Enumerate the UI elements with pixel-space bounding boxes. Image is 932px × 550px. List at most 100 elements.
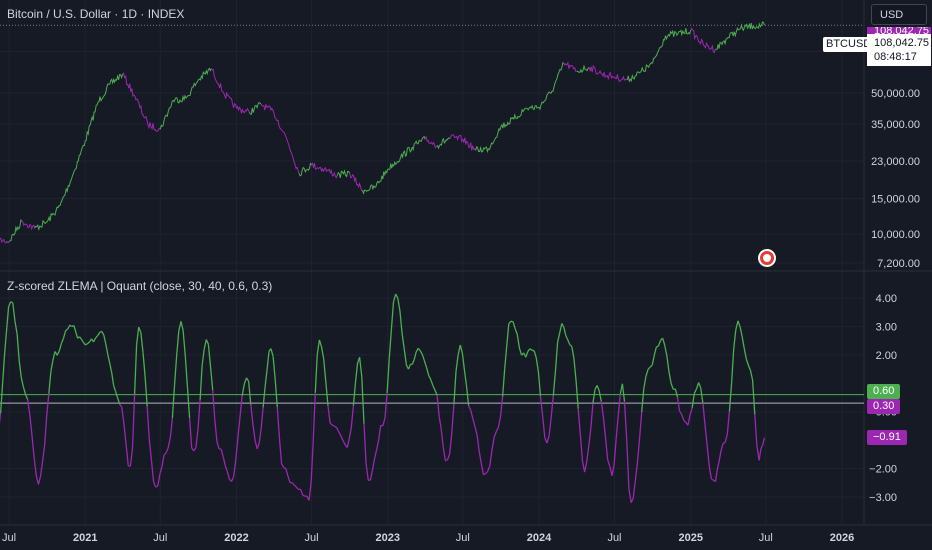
zscore-segment xyxy=(243,377,248,385)
zscore-segment xyxy=(579,435,584,462)
price-axis[interactable]: 7,200.00 10,000.00 15,000.00 23,000.00 35,00… xyxy=(871,47,920,270)
zscore-segment xyxy=(716,459,720,469)
indicator-title: Z-scored ZLEMA | Oquant (close, 30, 40, … xyxy=(7,279,273,293)
price-segment xyxy=(727,26,741,39)
zscore-segment xyxy=(348,427,352,440)
zscore-segment xyxy=(334,425,337,428)
price-segment xyxy=(690,27,705,46)
zscore-segment xyxy=(726,411,731,435)
zscore-segment xyxy=(569,344,573,347)
zscore-segment xyxy=(711,478,714,481)
zscore-segment xyxy=(16,333,20,361)
zscore-segment xyxy=(525,351,529,358)
zscore-segment xyxy=(182,330,186,357)
zscore-segment xyxy=(142,352,146,377)
zscore-segment xyxy=(735,320,739,330)
zscore-segment xyxy=(75,331,79,339)
zscore-segment xyxy=(144,376,148,407)
zscore-segment xyxy=(554,342,559,371)
zscore-segment xyxy=(636,438,641,463)
time-tick-label: Jul xyxy=(2,532,16,544)
price-segment xyxy=(336,169,351,179)
zscore-segment xyxy=(133,344,138,395)
zscore-segment xyxy=(651,354,655,366)
zscore-segment xyxy=(180,321,184,331)
time-tick-label: Jul xyxy=(153,532,167,544)
zscore-segment xyxy=(316,339,321,355)
zscore-segment xyxy=(630,497,634,503)
zscore-segment xyxy=(41,445,46,462)
zscore-segment xyxy=(655,345,659,348)
zscore-segment xyxy=(138,326,142,333)
zscore-segment xyxy=(552,370,557,396)
zscore-segment xyxy=(62,330,67,339)
zscore-segment xyxy=(645,369,649,377)
price-pane[interactable] xyxy=(0,21,864,244)
price-segment xyxy=(185,79,199,99)
zscore-segment xyxy=(493,431,497,438)
zscore-segment xyxy=(419,350,423,355)
zscore-segment xyxy=(176,330,180,356)
zscore-segment xyxy=(80,338,84,343)
zscore-segment xyxy=(27,399,31,416)
price-segment xyxy=(109,73,124,85)
zscore-segment xyxy=(604,438,609,460)
zscore-segment xyxy=(56,350,60,356)
us-flag-icon[interactable] xyxy=(758,249,776,267)
last-price: 108,042.75 xyxy=(874,37,930,49)
zscore-segment xyxy=(535,357,540,373)
zscore-segment xyxy=(384,392,388,419)
zscore-segment xyxy=(621,383,626,402)
zscore-segment xyxy=(233,459,237,477)
zscore-segment xyxy=(722,441,726,444)
zscore-segment xyxy=(69,324,73,328)
zscore-segment xyxy=(340,435,344,441)
zscore-segment xyxy=(207,344,212,368)
zscore-segment xyxy=(643,376,647,389)
zscore-segment xyxy=(537,371,542,397)
zscore-segment xyxy=(693,388,698,394)
zscore-segment xyxy=(237,416,241,438)
price-segment xyxy=(538,90,553,111)
zscore-segment xyxy=(577,408,582,436)
zscore-segment xyxy=(276,407,281,439)
zscore-segment xyxy=(230,476,235,482)
zscore-segment xyxy=(446,453,451,461)
zscore-segment xyxy=(600,401,605,418)
zscore-segment xyxy=(474,426,478,436)
zscore-segment xyxy=(245,377,250,382)
zscore-segment xyxy=(653,347,657,356)
zscore-segment xyxy=(411,359,415,365)
zscore-segment xyxy=(99,330,103,333)
zscore-segment xyxy=(272,356,276,380)
time-tick-label: 2021 xyxy=(73,532,97,544)
zscore-segment xyxy=(754,414,758,446)
zscore-segment xyxy=(388,329,393,360)
zscore-segment xyxy=(352,382,357,406)
zscore-segment xyxy=(565,335,569,341)
indicator-tick-label: −2.00 xyxy=(869,464,897,476)
time-tick-label: 2025 xyxy=(678,532,702,544)
zscore-segment xyxy=(325,381,329,406)
zscore-segment xyxy=(623,401,628,440)
zscore-segment xyxy=(743,347,747,360)
zscore-segment xyxy=(401,333,405,349)
price-segment xyxy=(248,101,262,116)
zscore-segment xyxy=(258,429,262,444)
zscore-segment xyxy=(338,431,342,437)
zscore-segment xyxy=(550,395,554,417)
zscore-segment xyxy=(392,293,397,302)
zscore-segment xyxy=(615,415,619,440)
zscore-segment xyxy=(702,403,706,425)
time-axis[interactable]: Jul 2021 Jul 2022 Jul 2023 Jul 2024 Jul 2025 Jul 20… xyxy=(2,532,854,544)
zscore-segment xyxy=(497,416,502,428)
currency-button[interactable]: USD xyxy=(871,4,927,25)
zscore-segment xyxy=(266,351,270,371)
zscore-segment xyxy=(193,447,197,452)
zscore-segment xyxy=(150,460,155,483)
zscore-segment xyxy=(758,448,762,461)
zscore-segment xyxy=(329,422,333,426)
zscore-segment xyxy=(399,310,403,334)
indicator-pane[interactable] xyxy=(0,293,864,503)
